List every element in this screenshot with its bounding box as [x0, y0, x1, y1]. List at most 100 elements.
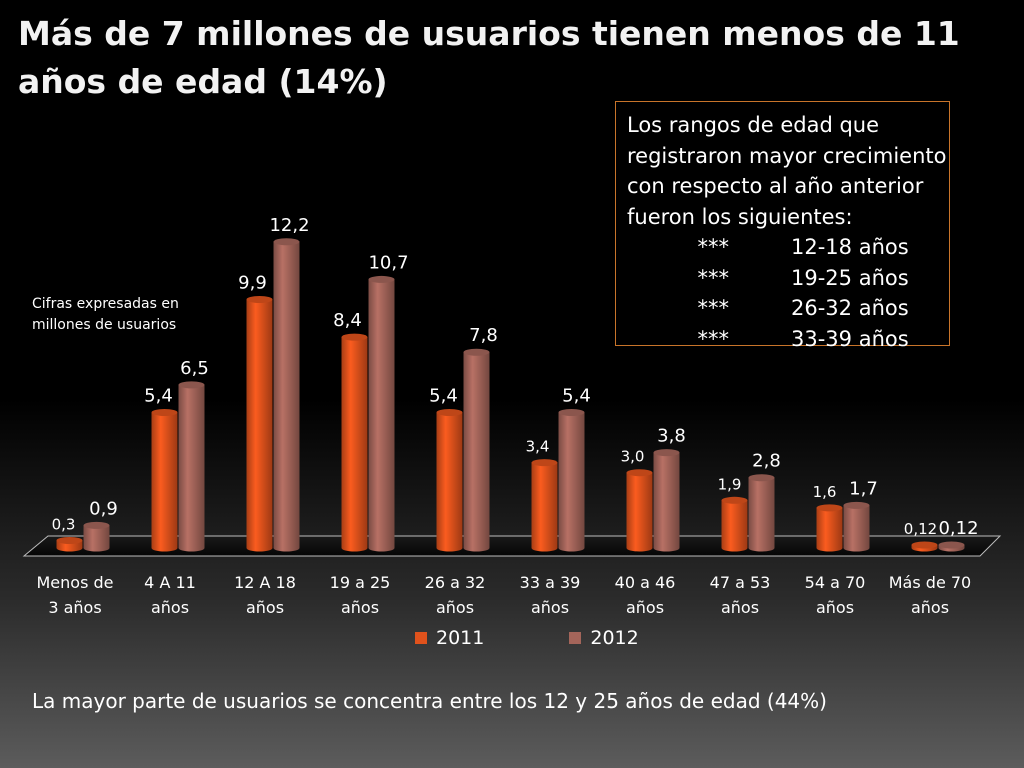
- bar-bottom: [273, 544, 300, 552]
- bar-body: [341, 337, 368, 548]
- callout-range: 19-25 años: [791, 265, 909, 290]
- units-note: Cifras expresadas en millones de usuario…: [32, 296, 179, 333]
- bar-bottom: [558, 544, 585, 552]
- bar-bottom: [178, 544, 205, 552]
- bar-top: [721, 496, 748, 504]
- bar-body: [721, 500, 748, 548]
- data-label-2011-5: 3,4: [526, 438, 550, 456]
- callout-item: *** 12-18 años: [627, 232, 949, 263]
- chart-legend: 2011 2012: [415, 627, 639, 649]
- page-title: Más de 7 millones de usuarios tienen men…: [18, 14, 960, 101]
- category-label-2-0: 12 A 18: [234, 573, 296, 592]
- category-label-7-1: años: [721, 598, 759, 617]
- bar-2012-4: [463, 348, 490, 552]
- bar-2012-8: [843, 501, 870, 552]
- callout-intro: Los rangos de edad que registraron mayor…: [627, 113, 947, 229]
- callout-bullet: ***: [697, 326, 730, 351]
- data-label-2012-4: 7,8: [469, 325, 498, 346]
- bar-2011-8: [816, 504, 843, 552]
- bar-body: [463, 352, 490, 548]
- bar-top: [368, 275, 395, 283]
- bar-2011-9: [911, 541, 938, 552]
- bar-2012-7: [748, 474, 775, 552]
- category-label-8-1: años: [816, 598, 854, 617]
- bar-body: [653, 452, 680, 548]
- category-label-4-0: 26 a 32: [425, 573, 486, 592]
- bar-body: [178, 384, 205, 548]
- category-label-2-1: años: [246, 598, 284, 617]
- bar-2012-9: [938, 541, 965, 552]
- category-label-6-1: años: [626, 598, 664, 617]
- bar-body: [816, 507, 843, 548]
- category-label-9-1: años: [911, 598, 949, 617]
- data-label-2011-8: 1,6: [813, 483, 837, 501]
- bar-bottom: [56, 544, 83, 552]
- bar-2012-2: [273, 238, 300, 552]
- bar-top: [178, 381, 205, 389]
- bar-body: [83, 525, 110, 548]
- bar-bottom: [436, 544, 463, 552]
- data-label-2011-1: 5,4: [144, 385, 173, 406]
- category-label-0-1: 3 años: [48, 598, 101, 617]
- bar-top: [56, 536, 83, 544]
- bar-bottom: [151, 544, 178, 552]
- bar-top: [436, 408, 463, 416]
- callout-bullet: ***: [697, 235, 730, 259]
- category-label-1-1: años: [151, 598, 189, 617]
- bar-top: [843, 501, 870, 509]
- category-label-9-0: Más de 70: [889, 573, 971, 592]
- callout-item: *** 26-32 años: [627, 293, 949, 324]
- data-label-2011-2: 9,9: [238, 273, 267, 294]
- data-label-2011-0: 0,3: [52, 515, 76, 533]
- callout-bullet: ***: [697, 265, 730, 290]
- bar-2011-4: [436, 408, 463, 552]
- legend-swatch-2011: [415, 632, 427, 644]
- bar-2012-6: [653, 449, 680, 552]
- data-label-2012-3: 10,7: [368, 252, 408, 273]
- data-label-2012-6: 3,8: [657, 426, 686, 447]
- category-label-1-0: 4 A 11: [144, 573, 196, 592]
- bar-top: [273, 238, 300, 246]
- bar-top: [816, 504, 843, 512]
- bar-2012-3: [368, 275, 395, 552]
- category-label-3-1: años: [341, 598, 379, 617]
- data-label-2011-6: 3,0: [621, 448, 645, 466]
- bar-bottom: [748, 544, 775, 552]
- bar-top: [748, 474, 775, 482]
- bar-body: [368, 279, 395, 548]
- bar-2012-0: [83, 521, 110, 552]
- data-label-2011-4: 5,4: [429, 385, 458, 406]
- category-label-5-0: 33 a 39: [520, 573, 581, 592]
- category-label-8-0: 54 a 70: [805, 573, 866, 592]
- legend-label-2012: 2012: [590, 627, 639, 649]
- category-label-6-0: 40 a 46: [615, 573, 676, 592]
- bar-2011-3: [341, 333, 368, 552]
- callout-range: 26-32 años: [791, 296, 909, 320]
- legend-label-2011: 2011: [436, 627, 485, 649]
- category-label-7-0: 47 a 53: [710, 573, 771, 592]
- legend-swatch-2012: [569, 632, 582, 644]
- bar-2011-2: [246, 296, 273, 552]
- bar-top: [653, 449, 680, 457]
- bar-body: [246, 299, 273, 548]
- category-label-4-1: años: [436, 598, 474, 617]
- bar-bottom: [246, 544, 273, 552]
- bar-top: [911, 541, 938, 549]
- bar-bottom: [843, 544, 870, 552]
- bar-2011-5: [531, 459, 558, 552]
- bar-top: [463, 348, 490, 356]
- category-label-0-0: Menos de: [37, 573, 114, 592]
- bar-top: [938, 541, 965, 549]
- footer-note: La mayor parte de usuarios se concentra …: [32, 689, 827, 713]
- data-label-2012-5: 5,4: [562, 385, 591, 406]
- bar-top: [246, 296, 273, 304]
- bar-body: [436, 412, 463, 548]
- callout-range: 33-39 años: [791, 326, 909, 351]
- bar-2011-0: [56, 536, 83, 552]
- data-label-2011-7: 1,9: [718, 475, 742, 493]
- bar-body: [626, 472, 653, 548]
- data-label-2011-3: 8,4: [333, 310, 362, 331]
- bar-body: [748, 477, 775, 548]
- category-label-5-1: años: [531, 598, 569, 617]
